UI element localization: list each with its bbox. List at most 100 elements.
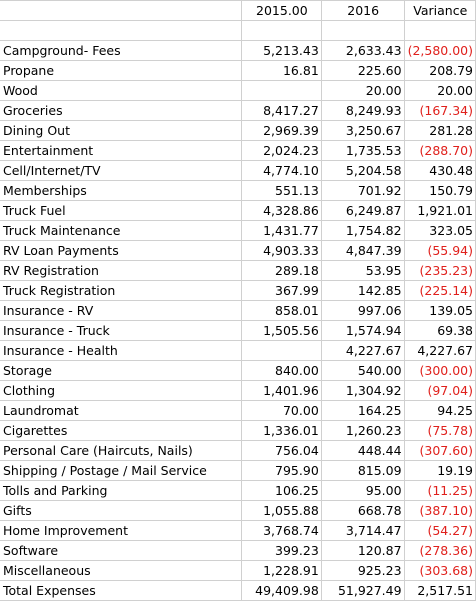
year-2016-cell[interactable]: 8,249.93 [321, 100, 405, 121]
year-2015-cell[interactable] [241, 80, 322, 101]
year-2015-cell[interactable]: 1,336.01 [241, 420, 322, 441]
year-2015-cell[interactable] [241, 20, 322, 41]
variance-cell[interactable]: 430.48 [404, 160, 476, 181]
variance-cell[interactable]: (167.34) [404, 100, 476, 121]
year-2015-cell[interactable]: 70.00 [241, 400, 322, 421]
year-2015-cell[interactable]: 1,401.96 [241, 380, 322, 401]
year-2016-cell[interactable]: 95.00 [321, 480, 405, 501]
year-2015-cell[interactable]: 795.90 [241, 460, 322, 481]
year-2016-cell[interactable]: 20.00 [321, 80, 405, 101]
category-cell[interactable]: Laundromat [0, 400, 242, 421]
category-cell[interactable]: Truck Fuel [0, 200, 242, 221]
variance-cell[interactable]: 2,517.51 [404, 580, 476, 601]
variance-cell[interactable]: (55.94) [404, 240, 476, 261]
year-2016-cell[interactable]: 1,260.23 [321, 420, 405, 441]
variance-cell[interactable]: 208.79 [404, 60, 476, 81]
variance-cell[interactable]: (288.70) [404, 140, 476, 161]
header-cell-2016[interactable]: 2016 [321, 0, 405, 21]
category-cell[interactable]: Dining Out [0, 120, 242, 141]
year-2015-cell[interactable] [241, 340, 322, 361]
variance-cell[interactable]: (75.78) [404, 420, 476, 441]
year-2015-cell[interactable]: 1,228.91 [241, 560, 322, 581]
year-2016-cell[interactable]: 51,927.49 [321, 580, 405, 601]
year-2016-cell[interactable]: 997.06 [321, 300, 405, 321]
category-cell[interactable]: Storage [0, 360, 242, 381]
year-2015-cell[interactable]: 106.25 [241, 480, 322, 501]
variance-cell[interactable]: 4,227.67 [404, 340, 476, 361]
variance-cell[interactable]: (97.04) [404, 380, 476, 401]
category-cell[interactable]: Insurance - RV [0, 300, 242, 321]
year-2016-cell[interactable]: 3,250.67 [321, 120, 405, 141]
category-cell[interactable]: Insurance - Health [0, 340, 242, 361]
category-cell[interactable]: RV Registration [0, 260, 242, 281]
variance-cell[interactable]: (54.27) [404, 520, 476, 541]
category-cell[interactable] [0, 20, 242, 41]
category-cell[interactable]: Entertainment [0, 140, 242, 161]
variance-cell[interactable]: 150.79 [404, 180, 476, 201]
year-2016-cell[interactable]: 540.00 [321, 360, 405, 381]
category-cell[interactable]: Clothing [0, 380, 242, 401]
category-cell[interactable]: Wood [0, 80, 242, 101]
variance-cell[interactable]: (387.10) [404, 500, 476, 521]
header-cell-variance[interactable]: Variance [404, 0, 476, 21]
category-cell[interactable]: Cigarettes [0, 420, 242, 441]
year-2015-cell[interactable]: 8,417.27 [241, 100, 322, 121]
year-2015-cell[interactable]: 399.23 [241, 540, 322, 561]
year-2015-cell[interactable]: 2,024.23 [241, 140, 322, 161]
year-2016-cell[interactable]: 1,735.53 [321, 140, 405, 161]
year-2015-cell[interactable]: 840.00 [241, 360, 322, 381]
category-cell[interactable]: Memberships [0, 180, 242, 201]
year-2015-cell[interactable]: 551.13 [241, 180, 322, 201]
category-cell[interactable]: RV Loan Payments [0, 240, 242, 261]
year-2015-cell[interactable]: 4,774.10 [241, 160, 322, 181]
variance-cell[interactable] [404, 20, 476, 41]
year-2015-cell[interactable]: 756.04 [241, 440, 322, 461]
variance-cell[interactable]: 20.00 [404, 80, 476, 101]
category-cell[interactable]: Shipping / Postage / Mail Service [0, 460, 242, 481]
year-2015-cell[interactable]: 49,409.98 [241, 580, 322, 601]
year-2016-cell[interactable]: 3,714.47 [321, 520, 405, 541]
year-2015-cell[interactable]: 367.99 [241, 280, 322, 301]
year-2016-cell[interactable]: 668.78 [321, 500, 405, 521]
variance-cell[interactable]: 19.19 [404, 460, 476, 481]
category-cell[interactable]: Truck Maintenance [0, 220, 242, 241]
year-2016-cell[interactable]: 142.85 [321, 280, 405, 301]
year-2015-cell[interactable]: 4,903.33 [241, 240, 322, 261]
variance-cell[interactable]: (2,580.00) [404, 40, 476, 61]
category-cell[interactable]: Cell/Internet/TV [0, 160, 242, 181]
variance-cell[interactable]: (278.36) [404, 540, 476, 561]
year-2016-cell[interactable]: 1,304.92 [321, 380, 405, 401]
year-2016-cell[interactable]: 5,204.58 [321, 160, 405, 181]
year-2016-cell[interactable]: 448.44 [321, 440, 405, 461]
year-2015-cell[interactable]: 3,768.74 [241, 520, 322, 541]
year-2015-cell[interactable]: 858.01 [241, 300, 322, 321]
variance-cell[interactable]: 94.25 [404, 400, 476, 421]
variance-cell[interactable]: (307.60) [404, 440, 476, 461]
year-2016-cell[interactable] [321, 20, 405, 41]
variance-cell[interactable]: 1,921.01 [404, 200, 476, 221]
variance-cell[interactable]: 281.28 [404, 120, 476, 141]
variance-cell[interactable]: 323.05 [404, 220, 476, 241]
year-2016-cell[interactable]: 120.87 [321, 540, 405, 561]
year-2015-cell[interactable]: 16.81 [241, 60, 322, 81]
variance-cell[interactable]: (303.68) [404, 560, 476, 581]
category-cell[interactable]: Personal Care (Haircuts, Nails) [0, 440, 242, 461]
category-cell[interactable]: Gifts [0, 500, 242, 521]
year-2016-cell[interactable]: 815.09 [321, 460, 405, 481]
year-2016-cell[interactable]: 925.23 [321, 560, 405, 581]
year-2016-cell[interactable]: 1,754.82 [321, 220, 405, 241]
variance-cell[interactable]: 69.38 [404, 320, 476, 341]
year-2016-cell[interactable]: 164.25 [321, 400, 405, 421]
year-2015-cell[interactable]: 1,055.88 [241, 500, 322, 521]
header-cell-category[interactable] [0, 0, 242, 21]
category-cell[interactable]: Total Expenses [0, 580, 242, 601]
category-cell[interactable]: Truck Registration [0, 280, 242, 301]
header-cell-2015[interactable]: 2015.00 [241, 0, 322, 21]
category-cell[interactable]: Campground- Fees [0, 40, 242, 61]
year-2015-cell[interactable]: 5,213.43 [241, 40, 322, 61]
year-2015-cell[interactable]: 2,969.39 [241, 120, 322, 141]
year-2015-cell[interactable]: 289.18 [241, 260, 322, 281]
category-cell[interactable]: Software [0, 540, 242, 561]
year-2016-cell[interactable]: 53.95 [321, 260, 405, 281]
year-2016-cell[interactable]: 1,574.94 [321, 320, 405, 341]
